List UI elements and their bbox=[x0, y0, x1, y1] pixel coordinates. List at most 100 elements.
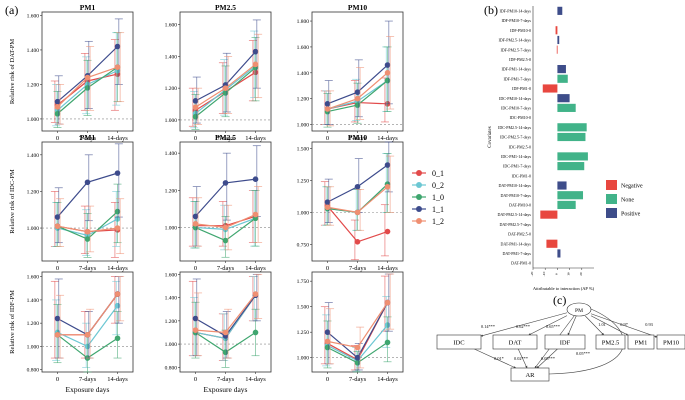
data-point bbox=[354, 102, 361, 108]
series-1_1 bbox=[54, 143, 123, 244]
legend-item-Positive: Positive bbox=[606, 208, 641, 218]
bar-IDC-PM2.5-7-days bbox=[557, 132, 586, 142]
data-point bbox=[114, 291, 121, 297]
bar-IDF-PM1-14-days bbox=[557, 64, 566, 74]
series-line bbox=[195, 293, 257, 334]
x-tick-label: 14-days bbox=[377, 265, 398, 272]
y-tick-label: 1.400 bbox=[27, 298, 40, 304]
chart-IDC-PM1: PM1 1.000 1.200 1.400 0 7-days 14-days Relative… bbox=[9, 133, 134, 272]
data-point bbox=[222, 85, 229, 91]
path-pm-idf bbox=[567, 315, 577, 336]
y-tick-label: 1.000 bbox=[27, 117, 40, 123]
y-tick-label: 1.600 bbox=[165, 23, 178, 29]
series-1_1 bbox=[54, 18, 123, 125]
data-point bbox=[192, 213, 199, 220]
legend-item-0_2: 0_2 bbox=[412, 181, 444, 190]
series-line bbox=[327, 302, 389, 349]
y-tick-label: 1.600 bbox=[27, 275, 40, 281]
x-tick-label: 7-days bbox=[349, 376, 367, 383]
path-pm-ar-label: 0.05*** bbox=[576, 351, 590, 356]
y-axis-title: Relative risk of DAT-PM bbox=[9, 39, 16, 105]
category-label: IDF-PM2.5-0 bbox=[509, 57, 531, 62]
chart-DAT-PM10: PM10 1.000 1.200 1.400 1.600 1.800 0 7-days 14-d… bbox=[297, 3, 404, 142]
path-idf-ar-label: 0.05*** bbox=[541, 356, 555, 361]
legend-item-None: None bbox=[606, 194, 634, 204]
category-label: DAT-PM1-0 bbox=[511, 261, 531, 266]
x-tick-label: 7-days bbox=[79, 265, 97, 272]
category-label: IDF-PM10-0 bbox=[510, 28, 531, 33]
y-tick-label: 1.750 bbox=[297, 279, 310, 285]
y-tick-label: 1.600 bbox=[27, 13, 40, 19]
x-axis-title: Attributable to interaction (AP %) bbox=[533, 286, 595, 291]
node-idc-label: IDC bbox=[453, 339, 464, 346]
y-tick-label: 1.600 bbox=[297, 45, 310, 51]
series-1_1 bbox=[324, 273, 393, 371]
y-tick-label: 1.000 bbox=[27, 344, 40, 350]
series-0_2 bbox=[190, 276, 259, 361]
data-point bbox=[252, 211, 259, 218]
category-label: IDC-PM10-7-days bbox=[501, 105, 531, 110]
category-label: DAT-PM1-7-days bbox=[502, 251, 531, 256]
panel-label-a: (a) bbox=[5, 3, 18, 17]
y-tick-label: 1.400 bbox=[165, 151, 178, 157]
data-point bbox=[54, 98, 61, 105]
data-point bbox=[84, 179, 91, 186]
y-tick-label: 1.000 bbox=[297, 210, 310, 216]
y-tick-label: 1.000 bbox=[165, 226, 178, 232]
category-label: IDF-PM1-14-days bbox=[501, 67, 531, 72]
path-pm-dat-label: 0.62*** bbox=[516, 324, 530, 329]
node-pm10-label: PM10 bbox=[663, 339, 679, 346]
data-point bbox=[54, 104, 61, 110]
y-axis-title: Covariates bbox=[488, 126, 493, 147]
data-point bbox=[324, 199, 331, 205]
series-line bbox=[57, 293, 119, 336]
data-point bbox=[324, 101, 331, 107]
y-tick-label: 1.400 bbox=[27, 48, 40, 54]
data-point bbox=[324, 329, 331, 336]
node-pm25-shape bbox=[595, 334, 626, 350]
legend-item-1_0: 1_0 bbox=[412, 193, 444, 202]
legend-item-1_1: 1_1 bbox=[412, 205, 444, 214]
legend-item-Negative: Negative bbox=[606, 180, 643, 190]
bar-IDC-PM1-7-days bbox=[557, 162, 585, 171]
chart-IDF-PM10: 1.000 1.250 1.500 1.750 0 7-days 14-days bbox=[297, 271, 404, 383]
series-1_2 bbox=[54, 198, 125, 255]
category-label: IDC-PM2.5-7-days bbox=[500, 135, 531, 140]
data-point bbox=[384, 339, 391, 346]
node-pm1-shape bbox=[627, 334, 655, 350]
data-point bbox=[324, 106, 331, 112]
path-pm-pm25-label: 1.01 bbox=[598, 322, 606, 327]
node-pm10-shape bbox=[656, 334, 685, 350]
panel-b-bar-chart: -20 -10 0 10 20 IDF-PM10-14-days IDF-PM10-7-da… bbox=[488, 6, 643, 291]
data-point bbox=[324, 344, 331, 351]
series-0_2 bbox=[52, 280, 121, 368]
chart-DAT-PM1: PM1 1.000 1.200 1.400 1.600 0 7-days 14-days Rel… bbox=[9, 3, 134, 142]
y-tick-label: 1.000 bbox=[297, 123, 310, 129]
x-axis-title: Exposure days bbox=[204, 385, 248, 394]
node-idc-shape bbox=[436, 334, 482, 350]
series-1_1 bbox=[324, 141, 393, 223]
y-tick-label: 1.000 bbox=[27, 226, 40, 232]
data-point bbox=[54, 223, 61, 230]
category-label: DAT-PM1-14-days bbox=[500, 241, 531, 246]
series-1_1 bbox=[324, 20, 393, 125]
x-tick-label: 20 bbox=[579, 272, 583, 276]
data-point bbox=[252, 176, 259, 182]
bar-IDC-PM2.5-14-days bbox=[557, 123, 587, 132]
x-tick-label: 0 bbox=[56, 135, 59, 142]
bar-IDF-PM2.5-7-days bbox=[556, 45, 558, 54]
series-line bbox=[327, 302, 389, 361]
y-tick-label: 1.200 bbox=[165, 319, 178, 325]
path-idf-ar bbox=[536, 348, 558, 369]
legend-marker bbox=[416, 182, 422, 188]
category-label: IDC-PM2.5-0 bbox=[509, 144, 531, 149]
category-label: DAT-PM10-0 bbox=[509, 203, 531, 208]
x-tick-label: 0 bbox=[194, 265, 197, 272]
bar-DAT-PM10-14-days bbox=[557, 181, 567, 190]
x-tick-label: 0 bbox=[326, 265, 329, 272]
category-label: IDF-PM2.5-14-days bbox=[498, 38, 531, 43]
x-tick-label: 7-days bbox=[349, 265, 367, 272]
data-point bbox=[114, 225, 121, 231]
x-tick-label: -10 bbox=[542, 271, 546, 276]
